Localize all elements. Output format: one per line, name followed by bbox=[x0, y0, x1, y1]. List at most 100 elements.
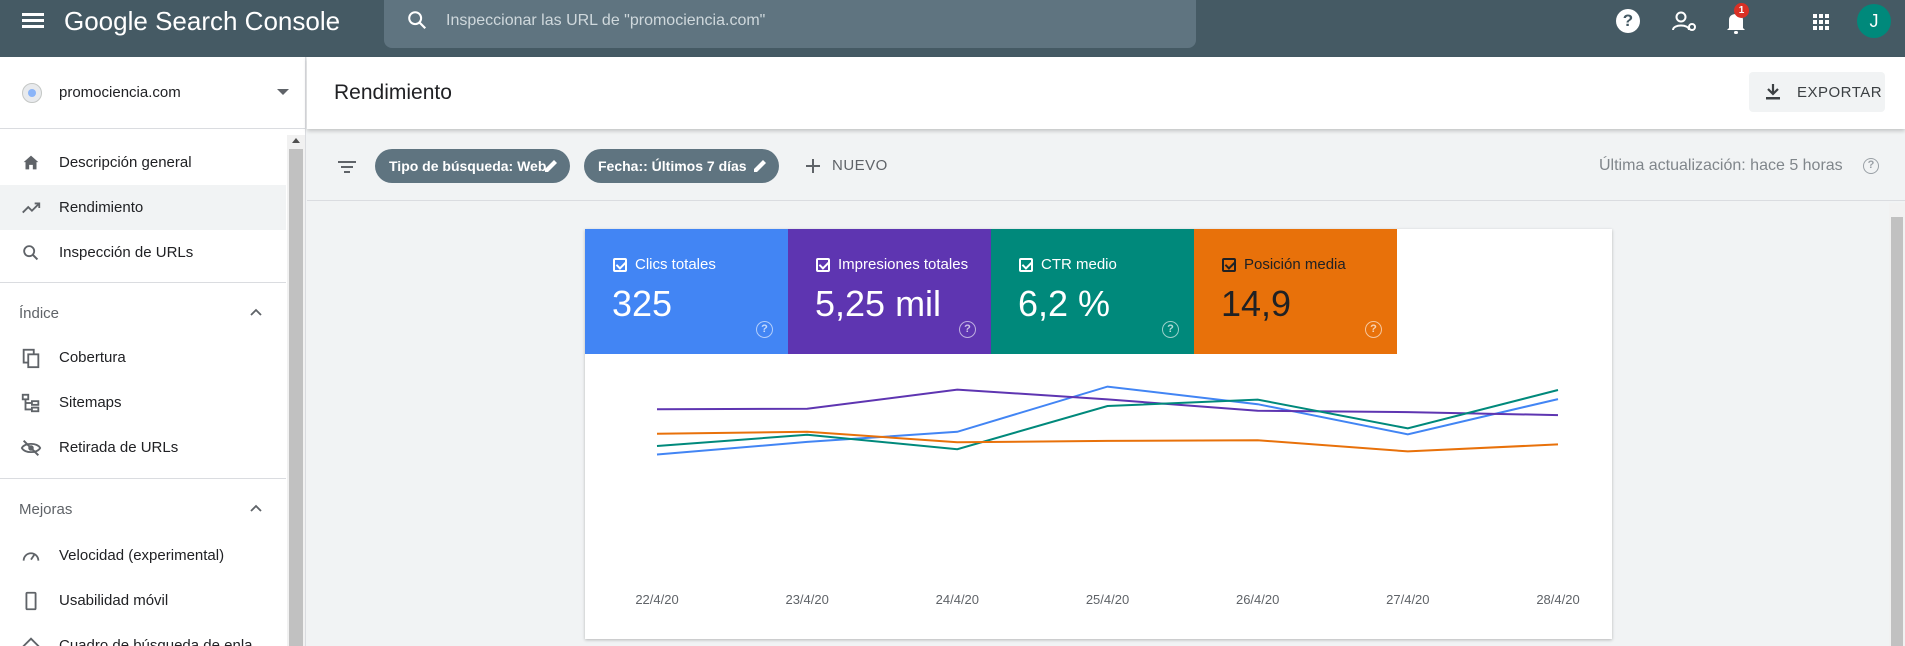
avatar[interactable]: J bbox=[1857, 4, 1891, 38]
phone-icon bbox=[25, 591, 37, 611]
metric-label: CTR medio bbox=[1041, 256, 1117, 273]
section-label: Índice bbox=[19, 305, 60, 322]
sidebar-item-url-inspection[interactable]: Inspección de URLs bbox=[0, 230, 286, 275]
checkbox-checked-icon[interactable] bbox=[613, 258, 627, 272]
x-tick-label: 25/4/20 bbox=[1086, 592, 1129, 607]
performance-card: Clics totales 325 ? Impresiones totales … bbox=[585, 229, 1612, 639]
property-selector[interactable]: promociencia.com bbox=[0, 57, 305, 129]
property-name: promociencia.com bbox=[59, 84, 181, 101]
page-title: Rendimiento bbox=[334, 81, 452, 104]
help-icon[interactable]: ? bbox=[1863, 158, 1879, 174]
checkbox-checked-icon[interactable] bbox=[1019, 258, 1033, 272]
section-index[interactable]: Índice bbox=[0, 293, 286, 333]
help-icon[interactable]: ? bbox=[1162, 321, 1179, 338]
series-line-2 bbox=[656, 388, 1559, 417]
export-label: EXPORTAR bbox=[1797, 84, 1883, 101]
filter-chip-label: Tipo de búsqueda: Web bbox=[389, 158, 547, 174]
copy-icon bbox=[22, 348, 40, 369]
export-button[interactable]: EXPORTAR bbox=[1749, 72, 1885, 112]
sidebar-item-label: Rendimiento bbox=[59, 199, 144, 216]
x-tick-label: 23/4/20 bbox=[785, 592, 828, 607]
sidebar-item-sitelinks-searchbox[interactable]: Cuadro de búsqueda de enla bbox=[0, 623, 286, 646]
sidebar-item-label: Retirada de URLs bbox=[59, 439, 179, 456]
checkbox-checked-icon[interactable] bbox=[1222, 258, 1236, 272]
plus-icon bbox=[806, 159, 820, 173]
top-bar: Google Search Console ? 1 J bbox=[0, 0, 1905, 57]
metric-label: Impresiones totales bbox=[838, 256, 969, 273]
help-icon[interactable]: ? bbox=[1616, 9, 1640, 33]
filter-chip-date[interactable]: Fecha:: Últimos 7 días bbox=[584, 149, 779, 183]
edit-icon[interactable] bbox=[752, 158, 768, 174]
series-line-3 bbox=[656, 389, 1559, 451]
user-settings-icon[interactable] bbox=[1668, 6, 1700, 38]
search-icon bbox=[408, 11, 427, 30]
sidebar-item-coverage[interactable]: Cobertura bbox=[0, 335, 286, 380]
download-icon bbox=[1766, 84, 1780, 100]
series-line-4 bbox=[656, 430, 1559, 453]
sidebar-item-speed[interactable]: Velocidad (experimental) bbox=[0, 533, 286, 578]
visibility-off-icon bbox=[20, 439, 42, 457]
filter-chip-label: Fecha:: Últimos 7 días bbox=[598, 158, 747, 174]
help-icon[interactable]: ? bbox=[756, 321, 773, 338]
main-scrollbar[interactable] bbox=[1889, 203, 1905, 646]
metric-value: 5,25 mil bbox=[815, 283, 942, 324]
scrollbar-thumb[interactable] bbox=[289, 149, 303, 646]
sidebar-item-label: Inspección de URLs bbox=[59, 244, 194, 261]
metric-total-impressions[interactable]: Impresiones totales 5,25 mil ? bbox=[788, 229, 991, 354]
sidebar-divider bbox=[0, 478, 286, 479]
sidebar-item-label: Sitemaps bbox=[59, 394, 122, 411]
checkbox-checked-icon[interactable] bbox=[816, 258, 830, 272]
x-tick-label: 26/4/20 bbox=[1236, 592, 1279, 607]
sidebar-divider bbox=[0, 282, 286, 283]
performance-chart: 22/4/20 23/4/20 24/4/20 25/4/20 26/4/20 27/4/… bbox=[635, 385, 1580, 607]
search-bar[interactable] bbox=[384, 0, 1196, 48]
trending-icon bbox=[22, 202, 41, 214]
metric-total-clicks[interactable]: Clics totales 325 ? bbox=[585, 229, 788, 354]
app-title[interactable]: Google Search Console bbox=[64, 6, 341, 36]
sidebar-item-performance[interactable]: Rendimiento bbox=[0, 185, 286, 230]
speed-icon bbox=[22, 552, 40, 561]
apps-grid-icon[interactable] bbox=[1805, 6, 1837, 38]
search-input[interactable] bbox=[446, 8, 1166, 34]
metric-value: 6,2 % bbox=[1018, 283, 1111, 324]
x-tick-label: 22/4/20 bbox=[635, 592, 678, 607]
section-enhancements[interactable]: Mejoras bbox=[0, 489, 286, 529]
chevron-up-icon bbox=[250, 308, 262, 316]
x-tick-label: 27/4/20 bbox=[1386, 592, 1429, 607]
last-update-text: Última actualización: hace 5 horas bbox=[1599, 157, 1843, 174]
sidebar-item-removals[interactable]: Retirada de URLs bbox=[0, 425, 286, 470]
sidebar: promociencia.com Descripción general Ren… bbox=[0, 57, 306, 646]
sidebar-item-overview[interactable]: Descripción general bbox=[0, 140, 286, 185]
metric-average-position[interactable]: Posición media 14,9 ? bbox=[1194, 229, 1397, 354]
home-icon bbox=[23, 155, 39, 170]
series-line-1 bbox=[656, 385, 1559, 456]
scroll-up-icon[interactable] bbox=[292, 138, 300, 143]
new-filter-label: NUEVO bbox=[832, 157, 888, 174]
sidebar-item-label: Cuadro de búsqueda de enla bbox=[59, 637, 253, 646]
help-icon[interactable]: ? bbox=[959, 321, 976, 338]
metric-value: 325 bbox=[612, 283, 673, 324]
x-tick-label: 24/4/20 bbox=[936, 592, 979, 607]
x-tick-label: 28/4/20 bbox=[1536, 592, 1579, 607]
sidebar-scrollbar[interactable] bbox=[287, 135, 305, 646]
filter-bar: Tipo de búsqueda: Web Fecha:: Últimos 7 … bbox=[307, 131, 1905, 201]
search-icon bbox=[23, 245, 39, 261]
sidebar-item-label: Velocidad (experimental) bbox=[59, 547, 225, 564]
metric-label: Clics totales bbox=[635, 256, 716, 273]
sidebar-item-label: Cobertura bbox=[59, 349, 126, 366]
page-header: Rendimiento EXPORTAR bbox=[307, 57, 1905, 129]
edit-icon[interactable] bbox=[543, 158, 559, 174]
sidebar-item-sitemaps[interactable]: Sitemaps bbox=[0, 380, 286, 425]
menu-icon[interactable] bbox=[18, 10, 48, 34]
caret-down-icon bbox=[277, 89, 289, 95]
scrollbar-thumb[interactable] bbox=[1891, 217, 1903, 646]
metric-average-ctr[interactable]: CTR medio 6,2 % ? bbox=[991, 229, 1194, 354]
filter-chip-search-type[interactable]: Tipo de búsqueda: Web bbox=[375, 149, 570, 183]
notifications-icon[interactable] bbox=[1720, 6, 1752, 38]
help-icon[interactable]: ? bbox=[1365, 321, 1382, 338]
metric-label: Posición media bbox=[1244, 256, 1346, 273]
filter-icon[interactable] bbox=[335, 155, 359, 179]
chevron-up-icon bbox=[250, 504, 262, 512]
sidebar-item-label: Usabilidad móvil bbox=[59, 592, 169, 609]
sidebar-item-mobile-usability[interactable]: Usabilidad móvil bbox=[0, 578, 286, 623]
